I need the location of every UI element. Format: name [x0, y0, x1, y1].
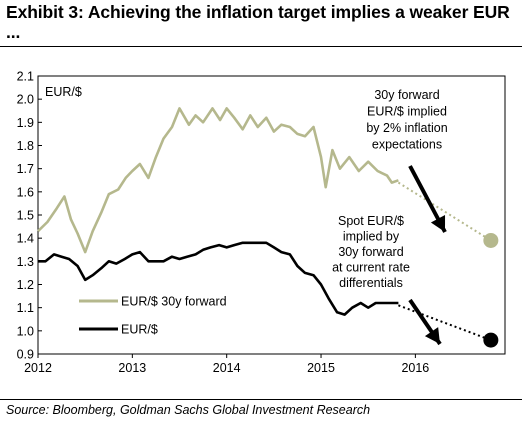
y-tick-label: 1.9 [17, 116, 34, 130]
projection-line [398, 304, 492, 342]
x-axis: 2012 2013 2014 2015 2016 [24, 354, 429, 375]
legend-label: EUR/$ 30y forward [121, 295, 227, 309]
annotation-arrow-head [424, 327, 440, 344]
bottom-rule [0, 399, 522, 400]
y-tick-label: 1.2 [17, 278, 34, 292]
annotation-line: 30y forward [338, 245, 403, 259]
x-tick-label: 2012 [24, 361, 52, 375]
annotation-line: 30y forward [374, 88, 439, 102]
x-tick-label: 2015 [307, 361, 335, 375]
y-tick-label: 1.7 [17, 162, 34, 176]
annotation-line: differentials [339, 276, 403, 290]
series-line [38, 241, 399, 316]
y-axis-label: EUR/$ [45, 85, 82, 99]
chart-title: Exhibit 3: Achieving the inflation targe… [6, 2, 510, 42]
y-tick-label: 2.1 [17, 70, 34, 84]
y-tick-label: 0.9 [17, 348, 34, 362]
annotation-line: Spot EUR/$ [338, 214, 404, 228]
projection-line [397, 181, 492, 242]
y-tick-label: 1.3 [17, 255, 34, 269]
annotation-line: implied by [343, 230, 400, 244]
y-axis: 0.9 1.0 1.1 1.2 1.3 1.4 1.5 1.6 1.7 1.8 1.9 2.0 2.1 [17, 70, 42, 362]
top-rule [0, 46, 522, 47]
y-tick-label: 1.0 [17, 324, 34, 338]
projection-point [483, 232, 499, 248]
y-tick-label: 1.8 [17, 139, 34, 153]
annotation-line: by 2% inflation [366, 121, 447, 135]
chart-area: 0.91.01.11.21.31.41.51.61.71.81.92.02.1 … [17, 70, 506, 375]
legend: EUR/$ 30y forward EUR/$ [79, 295, 227, 337]
annotations: 30y forward EUR/$ implied by 2% inflation e… [332, 88, 448, 346]
annotation-arrow-head [430, 215, 446, 232]
annotation-line: expectations [372, 138, 442, 152]
y-tick-label: 1.1 [17, 301, 34, 315]
projection-point [483, 332, 499, 348]
series-line [37, 107, 399, 254]
y-tick-label: 1.5 [17, 209, 34, 223]
y-tick-label: 1.6 [17, 185, 34, 199]
annotation-line: at current rate [332, 261, 410, 275]
source-note: Source: Bloomberg, Goldman Sachs Global … [6, 403, 371, 417]
x-tick-label: 2016 [401, 361, 429, 375]
series-lines [37, 107, 399, 316]
x-tick-label: 2013 [118, 361, 146, 375]
legend-label: EUR/$ [121, 323, 158, 337]
y-tick-label: 1.4 [17, 232, 34, 246]
x-tick-label: 2014 [213, 361, 241, 375]
projections [397, 181, 499, 348]
annotation-line: EUR/$ implied [367, 105, 447, 119]
y-tick-label: 2.0 [17, 93, 34, 107]
